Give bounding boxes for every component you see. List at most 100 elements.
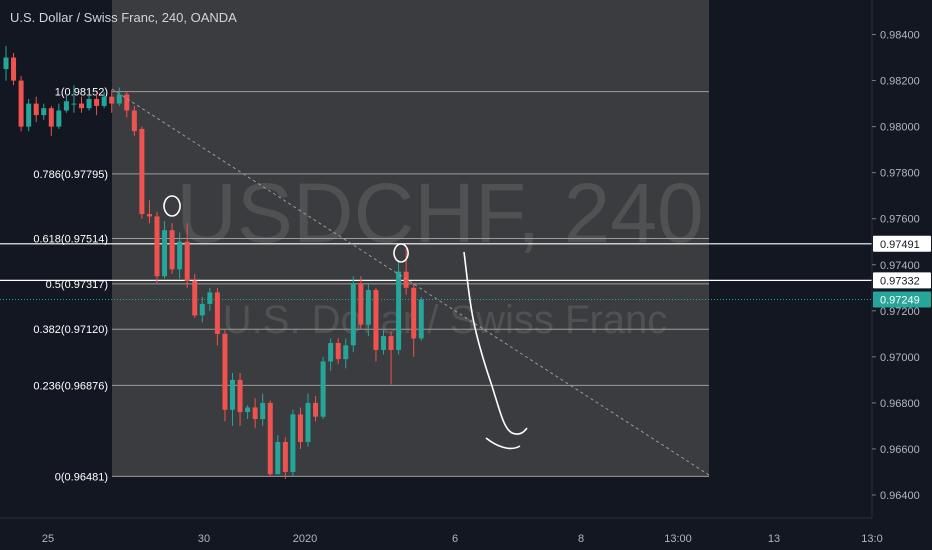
candle-body (388, 336, 394, 350)
candle-body (381, 336, 386, 350)
candles (3, 46, 424, 479)
candle-body (320, 361, 326, 417)
time-tick-label: 25 (42, 533, 54, 545)
price-tick-label: 0.98400 (880, 30, 920, 42)
time-tick-label: 13:00 (664, 533, 692, 545)
user-drawings (111, 88, 710, 476)
candle (320, 356, 326, 420)
candle-body (48, 108, 54, 127)
time-axis[interactable]: 25 30 2020 6 8 13:00 13 13:0 (0, 517, 883, 545)
candle (162, 221, 168, 279)
time-tick-label: 2020 (293, 533, 317, 545)
candle (350, 276, 356, 353)
price-tick-label: 0.97200 (880, 306, 920, 318)
price-label-text: 0.97332 (880, 275, 920, 287)
candle-body (116, 94, 122, 104)
price-tick-label: 0.97600 (880, 214, 920, 226)
watermark-symbol: USDCHF, 240 (176, 166, 704, 260)
candle (169, 223, 175, 274)
price-label-tag (873, 272, 931, 289)
candle-body (373, 290, 379, 350)
price-tick-label: 0.96800 (880, 398, 920, 410)
candle (343, 338, 349, 369)
fib-level-label: 0.618(0.97514) (33, 234, 108, 246)
candle (3, 46, 9, 81)
fib-level-label: 1(0.98152) (55, 87, 108, 99)
candle-body (139, 128, 145, 215)
candle (290, 409, 296, 477)
candle-body (131, 110, 137, 132)
candle (26, 98, 32, 132)
candle (282, 437, 288, 479)
candle (11, 52, 17, 86)
candle-body (343, 345, 349, 360)
price-tick-label: 0.98000 (880, 122, 920, 134)
price-label-tag (873, 291, 931, 308)
candle (267, 400, 273, 477)
candle (177, 232, 183, 279)
candle-body (11, 57, 17, 81)
candle (230, 372, 235, 426)
price-tick-label: 0.97400 (880, 260, 920, 272)
candle (237, 372, 243, 426)
fib-level-label: 0.236(0.96876) (33, 380, 108, 392)
candle-body (245, 407, 251, 413)
candle-body (3, 57, 9, 70)
candle (305, 393, 311, 447)
candle (199, 296, 205, 323)
candle (33, 96, 39, 123)
candle (116, 87, 122, 106)
candle-body (94, 98, 100, 106)
candle (335, 338, 341, 364)
price-lines (0, 243, 872, 301)
price-tick-label: 0.97000 (880, 352, 920, 364)
candle-body (214, 292, 220, 334)
arrow-drawing[interactable] (463, 251, 528, 450)
candle-body (33, 103, 39, 116)
price-axis[interactable]: 0.98400 0.98200 0.98000 0.97800 0.97600 0.974… (871, 0, 931, 518)
candle (146, 200, 152, 224)
candle-body (267, 402, 273, 475)
candle (418, 296, 424, 341)
candle (154, 211, 160, 284)
time-tick-label: 13:0 (861, 533, 882, 545)
fib-level-label: 0.786(0.97795) (33, 169, 108, 181)
candle-body (222, 333, 228, 410)
candle-body (365, 290, 371, 325)
candle-body (282, 442, 288, 472)
candle (56, 103, 62, 129)
candle-body (63, 101, 69, 111)
candle (109, 89, 115, 113)
price-tick-label: 0.96600 (880, 444, 920, 456)
candle (214, 287, 220, 346)
candle-body (207, 292, 213, 304)
candle (79, 96, 84, 113)
candle-body (79, 103, 84, 109)
fib-level-label: 0.382(0.97120) (33, 324, 108, 336)
candle-body (154, 216, 160, 277)
time-tick-label: 8 (578, 533, 584, 545)
candle-body (26, 103, 32, 127)
price-tick-label: 0.98200 (880, 76, 920, 88)
candle (139, 126, 145, 219)
candle (328, 338, 334, 371)
candle (101, 92, 107, 109)
candle-body (275, 442, 281, 475)
candle-body (192, 280, 198, 316)
candle-body (162, 230, 168, 277)
trend-line[interactable] (111, 88, 710, 476)
candle-body (411, 287, 417, 339)
watermark-name: U.S. Dollar / Swiss Franc (223, 298, 668, 342)
price-label-text: 0.97249 (880, 295, 920, 307)
circle-marker-left[interactable] (163, 195, 181, 217)
candle (222, 329, 228, 422)
candle-body (71, 103, 77, 105)
price-label-text: 0.97491 (880, 239, 920, 251)
candle-body (146, 214, 152, 217)
candle-body (169, 230, 175, 270)
circle-marker-right[interactable] (393, 243, 409, 263)
candle (86, 94, 92, 111)
chart-title: U.S. Dollar / Swiss Franc, 240, OANDA (10, 10, 237, 25)
candle (48, 105, 54, 136)
